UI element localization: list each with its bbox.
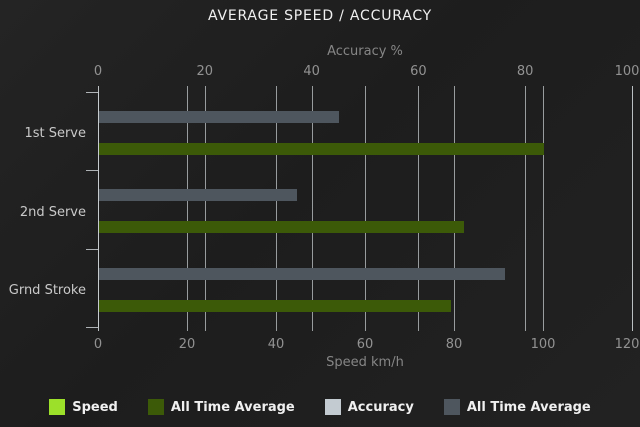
category-label-1st-serve: 1st Serve [24, 126, 86, 142]
legend-label-all-time-average: All Time Average [466, 399, 591, 415]
gridline-speed-80 [454, 86, 455, 331]
legend-label-speed: Speed [72, 399, 118, 415]
top-axis-title: Accuracy % [327, 44, 403, 59]
gridline-accuracy-20 [204, 86, 206, 331]
bottom-tick-label-60: 60 [356, 337, 374, 352]
bottom-tick-label-80: 80 [445, 337, 463, 352]
legend-swatch-speed [49, 399, 66, 415]
bar-all-time-average-1st-serve [99, 111, 340, 123]
gridline-accuracy-80 [525, 86, 527, 331]
category-tick [86, 327, 98, 328]
legend-item-speed: Speed [49, 399, 118, 415]
bottom-tick-label-40: 40 [267, 337, 285, 352]
gridline-accuracy-40 [311, 86, 313, 331]
top-tick-label-40: 40 [303, 64, 320, 79]
bottom-axis-title: Speed km/h [326, 355, 404, 370]
bottom-tick-label-100: 100 [530, 337, 556, 352]
chart-title: AVERAGE SPEED / ACCURACY [207, 8, 433, 24]
legend-item-all-time-average: All Time Average [443, 399, 591, 415]
top-tick-label-80: 80 [516, 64, 534, 79]
category-tick [86, 170, 98, 171]
legend-swatch-accuracy [324, 399, 341, 415]
bar-all-time-average-grnd-stroke [99, 299, 451, 312]
bar-all-time-average-1st-serve [99, 143, 544, 155]
bar-all-time-average-2nd-serve [99, 221, 464, 234]
top-tick-label-0: 0 [93, 64, 103, 79]
legend-item-accuracy: Accuracy [324, 399, 414, 415]
top-tick-label-100: 100 [614, 64, 640, 79]
bar-all-time-average-2nd-serve [99, 189, 297, 202]
legend: Speed All Time Average Accuracy All Time Av… [0, 396, 640, 418]
category-tick [86, 92, 98, 93]
legend-label-all-time-average: All Time Average [170, 399, 295, 415]
legend-swatch-all-time-average [147, 399, 164, 415]
gridline-speed-120 [632, 86, 633, 331]
legend-item-all-time-average: All Time Average [147, 399, 295, 415]
category-label-grnd-stroke: Grnd Stroke [8, 282, 86, 298]
legend-label-accuracy: Accuracy [347, 399, 414, 415]
category-axis-labels: 1st Serve 2nd Serve Grnd Stroke [0, 92, 86, 327]
gridline-speed-40 [276, 86, 277, 331]
bottom-axis-tick-labels: 0 20 40 60 80 100 120 [94, 337, 640, 353]
bottom-tick-label-120: 120 [614, 337, 640, 352]
gridline-speed-20 [187, 86, 188, 331]
top-axis-tick-labels: 0 20 40 60 80 100 [94, 64, 640, 80]
bottom-tick-label-20: 20 [178, 337, 196, 352]
gridline-accuracy-60 [418, 86, 420, 331]
bar-all-time-average-grnd-stroke [99, 267, 505, 280]
y-axis-line [98, 92, 99, 327]
plot-area [86, 86, 633, 331]
category-tick [86, 249, 98, 250]
gridline-speed-60 [365, 86, 366, 331]
top-tick-label-60: 60 [410, 64, 427, 79]
category-label-2nd-serve: 2nd Serve [19, 204, 86, 220]
gridline-speed-100 [543, 86, 544, 331]
legend-swatch-all-time-average [443, 399, 460, 415]
top-tick-label-20: 20 [196, 64, 214, 79]
bottom-tick-label-0: 0 [93, 337, 103, 352]
